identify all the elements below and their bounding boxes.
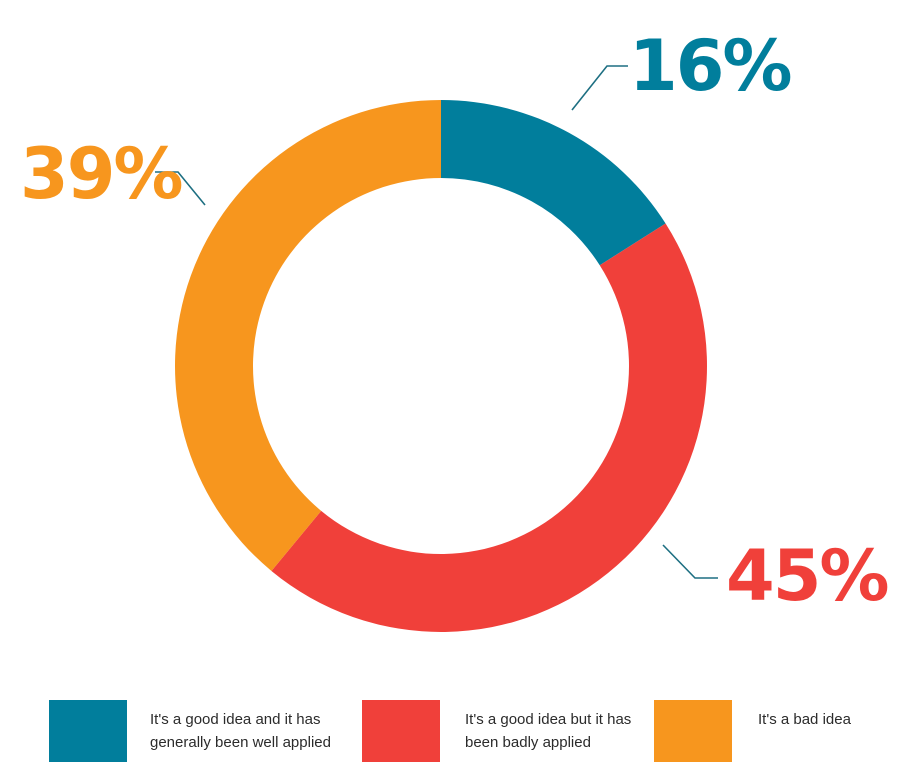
donut-slice-good-idea-badly-applied xyxy=(271,223,708,633)
percent-label-bad-idea: 39% xyxy=(20,133,182,215)
legend-swatch-bad-idea xyxy=(654,700,732,762)
leader-line-good-idea-well-applied xyxy=(571,65,628,111)
legend-swatch-good-idea-badly-applied xyxy=(362,700,440,762)
legend-label-good-idea-well-applied: It's a good idea and it has generally be… xyxy=(150,711,331,751)
donut-chart: 16% 45% 39% xyxy=(20,25,890,633)
legend-label-bad-idea: It's a bad idea xyxy=(758,711,851,728)
legend-label-good-idea-badly-applied: It's a good idea but it has been badly a… xyxy=(465,711,632,751)
legend-swatch-good-idea-well-applied xyxy=(49,700,127,762)
percent-label-good-idea-well-applied: 16% xyxy=(629,25,791,107)
leader-line-bad-idea xyxy=(155,171,206,206)
leader-line-good-idea-badly-applied xyxy=(662,544,718,579)
donut-slice-good-idea-well-applied xyxy=(441,100,666,266)
donut-slices xyxy=(174,100,708,633)
donut-slice-bad-idea xyxy=(174,100,441,571)
legend: It's a good idea and it has generally be… xyxy=(0,696,900,766)
percent-label-good-idea-badly-applied: 45% xyxy=(726,535,888,617)
